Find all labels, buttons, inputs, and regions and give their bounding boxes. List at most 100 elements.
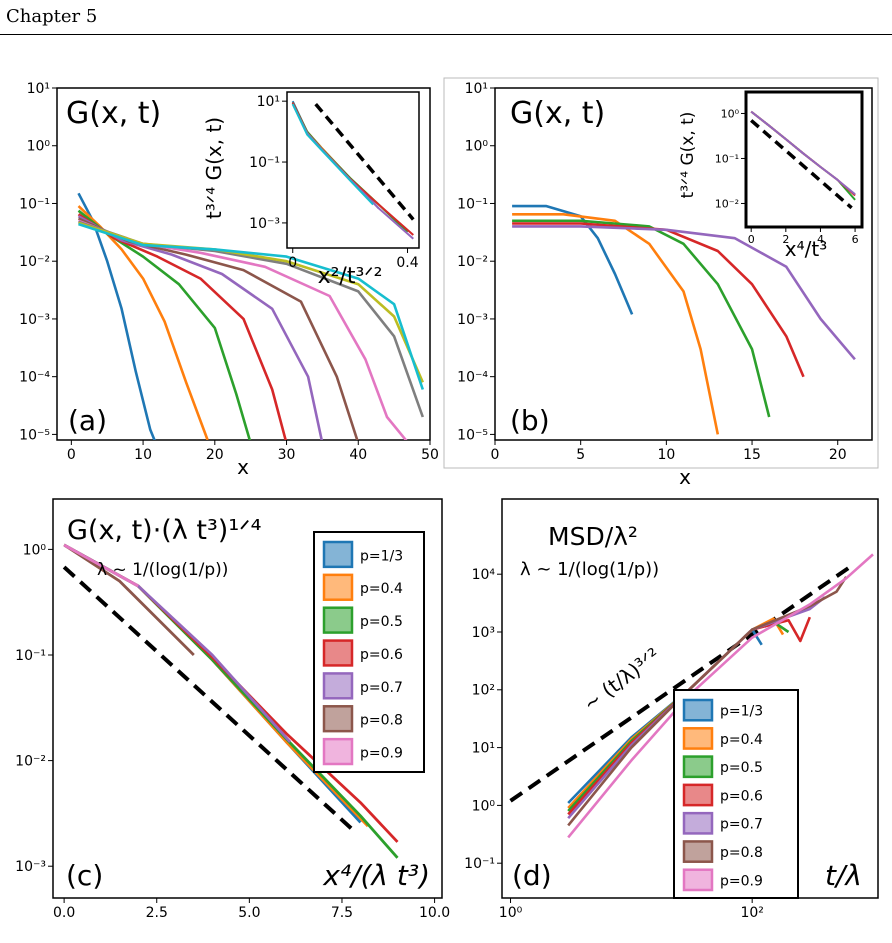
legend-entry: p=0.7: [360, 680, 403, 696]
x-tick-label: 15: [743, 447, 761, 463]
chart-a-panel-label: (a): [68, 404, 107, 437]
legend-swatch: [322, 639, 354, 667]
reference-line: [314, 102, 415, 221]
y-tick-label: 10⁰: [23, 542, 47, 558]
chart-a-plot-area: [77, 192, 425, 440]
y-tick-label: 10⁻⁵: [457, 427, 488, 443]
series-line-5: [512, 225, 856, 361]
chart-a-xlabel: x: [237, 455, 249, 479]
x-tick-label: 10⁰: [499, 905, 523, 921]
series-line-p-0-8: [63, 543, 195, 656]
chart-c-legend: p=1/3 p=0.4 p=0.5 p=0.6 p=0.7 p=0.8 p=0.9: [313, 531, 425, 773]
legend-entry: p=0.5: [720, 760, 763, 776]
y-tick-label: 10⁻²: [715, 197, 739, 210]
chart-b-inset: 0 2 4 6 10⁻² 10⁻¹ 10⁰: [715, 90, 864, 246]
legend-entry: p=0.9: [720, 873, 763, 889]
x-tick-label: 0: [67, 447, 76, 463]
legend-entry: p=0.4: [720, 732, 763, 748]
chart-d-xlabel: t/λ: [825, 859, 862, 892]
chart-d-title: MSD/λ²: [548, 522, 638, 551]
reference-line: [509, 562, 856, 803]
y-tick-label: 10⁻³: [15, 859, 46, 875]
legend-swatch: [682, 868, 714, 892]
legend-entry: p=0.8: [360, 713, 403, 729]
chart-a-inset-plot-area: [291, 100, 415, 240]
x-tick-label: 50: [421, 447, 439, 463]
series-line-4: [77, 213, 287, 440]
series-line-2: [512, 213, 720, 435]
y-tick-label: 10⁻¹: [15, 648, 46, 664]
legend-entry: p=1/3: [360, 548, 403, 564]
x-tick-label: 20: [829, 447, 847, 463]
legend-entry: p=0.9: [360, 746, 403, 762]
y-tick-label: 10¹: [472, 741, 495, 757]
x-tick-label: 2: [782, 233, 789, 246]
y-tick-label: 10⁻³: [457, 312, 488, 328]
legend-swatch: [322, 705, 354, 733]
chart-d-legend: p=1/3 p=0.4 p=0.5 p=0.6 p=0.7 p=0.8 p=0.9: [673, 689, 799, 899]
series-line-p-0-9: [63, 543, 139, 588]
y-tick-label: 10⁻⁴: [19, 370, 50, 386]
series-line-3: [512, 219, 771, 418]
y-tick-label: 10⁰: [472, 798, 496, 814]
chart-a-title: G(x, t): [66, 96, 161, 131]
legend-swatch: [682, 727, 714, 750]
x-tick-label: 0.4: [396, 255, 418, 271]
chart-d-panel-label: (d): [512, 859, 552, 892]
legend-swatch: [682, 698, 714, 722]
chart-b-title: G(x, t): [510, 96, 605, 131]
x-tick-label: 0: [288, 255, 297, 271]
legend-entry: p=0.6: [360, 647, 403, 663]
chart-a-inset-ylabel: t³ᐟ⁴ G(x, t): [202, 117, 226, 219]
y-tick-label: 10¹: [465, 81, 488, 97]
legend-entry: p=0.5: [360, 614, 403, 630]
y-tick-label: 10²: [472, 683, 495, 699]
y-tick-label: 10⁰: [465, 139, 489, 155]
y-tick-label: 10⁻¹: [249, 155, 280, 171]
chart-a-inset: 0 0.4 10⁻³ 10⁻¹ 10¹: [249, 91, 420, 271]
y-tick-label: 10⁰: [27, 139, 51, 155]
y-tick-label: 10⁻²: [457, 254, 488, 270]
x-tick-label: 5.0: [238, 905, 260, 921]
legend-swatch: [322, 672, 354, 700]
x-tick-label: 7.5: [331, 905, 353, 921]
series-line-p-0-8: [567, 576, 848, 827]
series-line-5: [77, 215, 324, 440]
chart-b-inset-plot-area: [750, 110, 856, 210]
chart-b-panel-label: (b): [510, 404, 550, 437]
series-line-6: [291, 103, 374, 206]
y-tick-label: 10⁻¹: [457, 196, 488, 212]
chart-d-plot-area: [509, 553, 874, 839]
y-tick-label: 10⁻²: [19, 254, 50, 270]
chart-b-inset-xlabel: x⁴/t³: [785, 237, 827, 261]
legend-swatch: [682, 783, 714, 807]
y-tick-label: 10¹: [27, 81, 50, 97]
x-tick-label: 10: [657, 447, 675, 463]
series-line-10: [78, 222, 425, 390]
series-line-p-0-9: [567, 553, 874, 839]
series-line-4: [512, 222, 805, 378]
legend-swatch: [322, 737, 354, 766]
y-tick-label: 10⁰: [721, 107, 740, 120]
legend-entry: p=0.8: [720, 845, 763, 861]
y-tick-label: 10³: [472, 625, 495, 641]
y-tick-label: 10⁻⁴: [457, 370, 488, 386]
x-tick-label: 10: [134, 447, 152, 463]
chart-d-subtitle: λ ~ 1/(log(1/p)): [520, 559, 659, 580]
y-tick-label: 10⁻¹: [715, 152, 739, 165]
legend-entry: p=0.6: [720, 788, 763, 804]
legend-swatch: [682, 755, 714, 779]
legend-swatch: [682, 811, 714, 835]
x-tick-label: 40: [349, 447, 367, 463]
y-tick-label: 10⁴: [472, 567, 496, 583]
header-rule: [0, 34, 892, 35]
series-line-5: [750, 110, 856, 196]
chart-b-inset-frame: [744, 90, 864, 229]
x-tick-label: 5: [576, 447, 585, 463]
y-tick-label: 10⁻²: [15, 754, 46, 770]
chart-b-xlabel: x: [679, 465, 691, 489]
legend-swatch: [322, 573, 354, 601]
chapter-title: Chapter 5: [6, 6, 98, 27]
chart-c-title: G(x, t)·(λ t³)¹ᐟ⁴: [67, 515, 261, 546]
